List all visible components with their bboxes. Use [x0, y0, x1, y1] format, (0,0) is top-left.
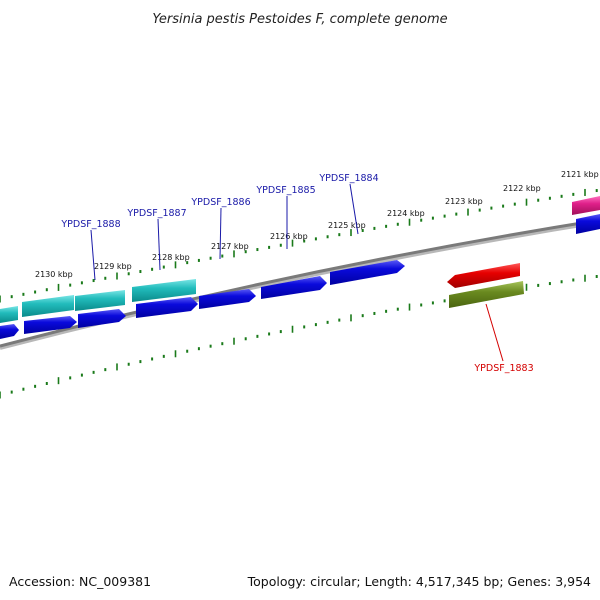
gene-arrow-red[interactable] [447, 263, 520, 288]
genome-summary-text: Topology: circular; Length: 4,517,345 bp… [247, 574, 591, 589]
gene-labels: YPDSF_1888 YPDSF_1887 YPDSF_1886 YPDSF_1… [60, 173, 533, 374]
gene-label[interactable]: YPDSF_1886 [190, 197, 250, 208]
kbp-labels: 2130 kbp 2129 kbp 2128 kbp 2127 kbp 2126… [35, 170, 599, 279]
gene-label[interactable]: YPDSF_1888 [60, 219, 120, 230]
leader-line [219, 207, 222, 260]
leader-line [349, 183, 359, 235]
kbp-label: 2128 kbp [152, 253, 190, 262]
gene-segment-cyan[interactable] [132, 279, 196, 302]
gene-segment-olive[interactable] [449, 281, 524, 308]
gene-arrow-blue[interactable] [78, 309, 126, 328]
kbp-label: 2126 kbp [270, 232, 308, 241]
gene-arrow-blue[interactable] [0, 324, 19, 339]
leader-line [157, 218, 161, 271]
gene-segment-cyan[interactable] [75, 290, 125, 311]
kbp-label: 2129 kbp [94, 262, 132, 271]
gene-arrow-blue[interactable] [330, 260, 405, 285]
kbp-label: 2121 kbp [561, 170, 599, 179]
accession-text: Accession: NC_009381 [9, 574, 151, 589]
forward-genes [0, 214, 600, 339]
kbp-label: 2123 kbp [445, 197, 483, 206]
gene-segment-cyan[interactable] [0, 306, 18, 323]
gene-arrow-blue[interactable] [24, 316, 77, 334]
leader-line [485, 303, 504, 362]
map-title: Yersinia pestis Pestoides F, complete ge… [152, 12, 447, 27]
gene-label-leaders [90, 183, 504, 362]
gene-label[interactable]: YPDSF_1883 [473, 363, 533, 374]
gene-arrow-blue[interactable] [136, 297, 198, 318]
kbp-label: 2127 kbp [211, 242, 249, 251]
outer-tick-ring [0, 188, 598, 303]
gene-arrow-blue[interactable] [199, 289, 256, 309]
gene-segment-cyan[interactable] [22, 295, 74, 317]
gene-arrow-blue[interactable] [261, 276, 327, 299]
kbp-label: 2124 kbp [387, 209, 425, 218]
gene-label[interactable]: YPDSF_1885 [255, 185, 315, 196]
kbp-label: 2130 kbp [35, 270, 73, 279]
leader-line [90, 229, 96, 281]
gene-segment-magenta[interactable] [572, 196, 600, 215]
gene-arrow-blue[interactable] [576, 214, 600, 234]
gene-label[interactable]: YPDSF_1887 [126, 208, 186, 219]
gene-label[interactable]: YPDSF_1884 [318, 173, 378, 184]
kbp-label: 2122 kbp [503, 184, 541, 193]
kbp-label: 2125 kbp [328, 221, 366, 230]
reverse-genes [0, 279, 196, 323]
